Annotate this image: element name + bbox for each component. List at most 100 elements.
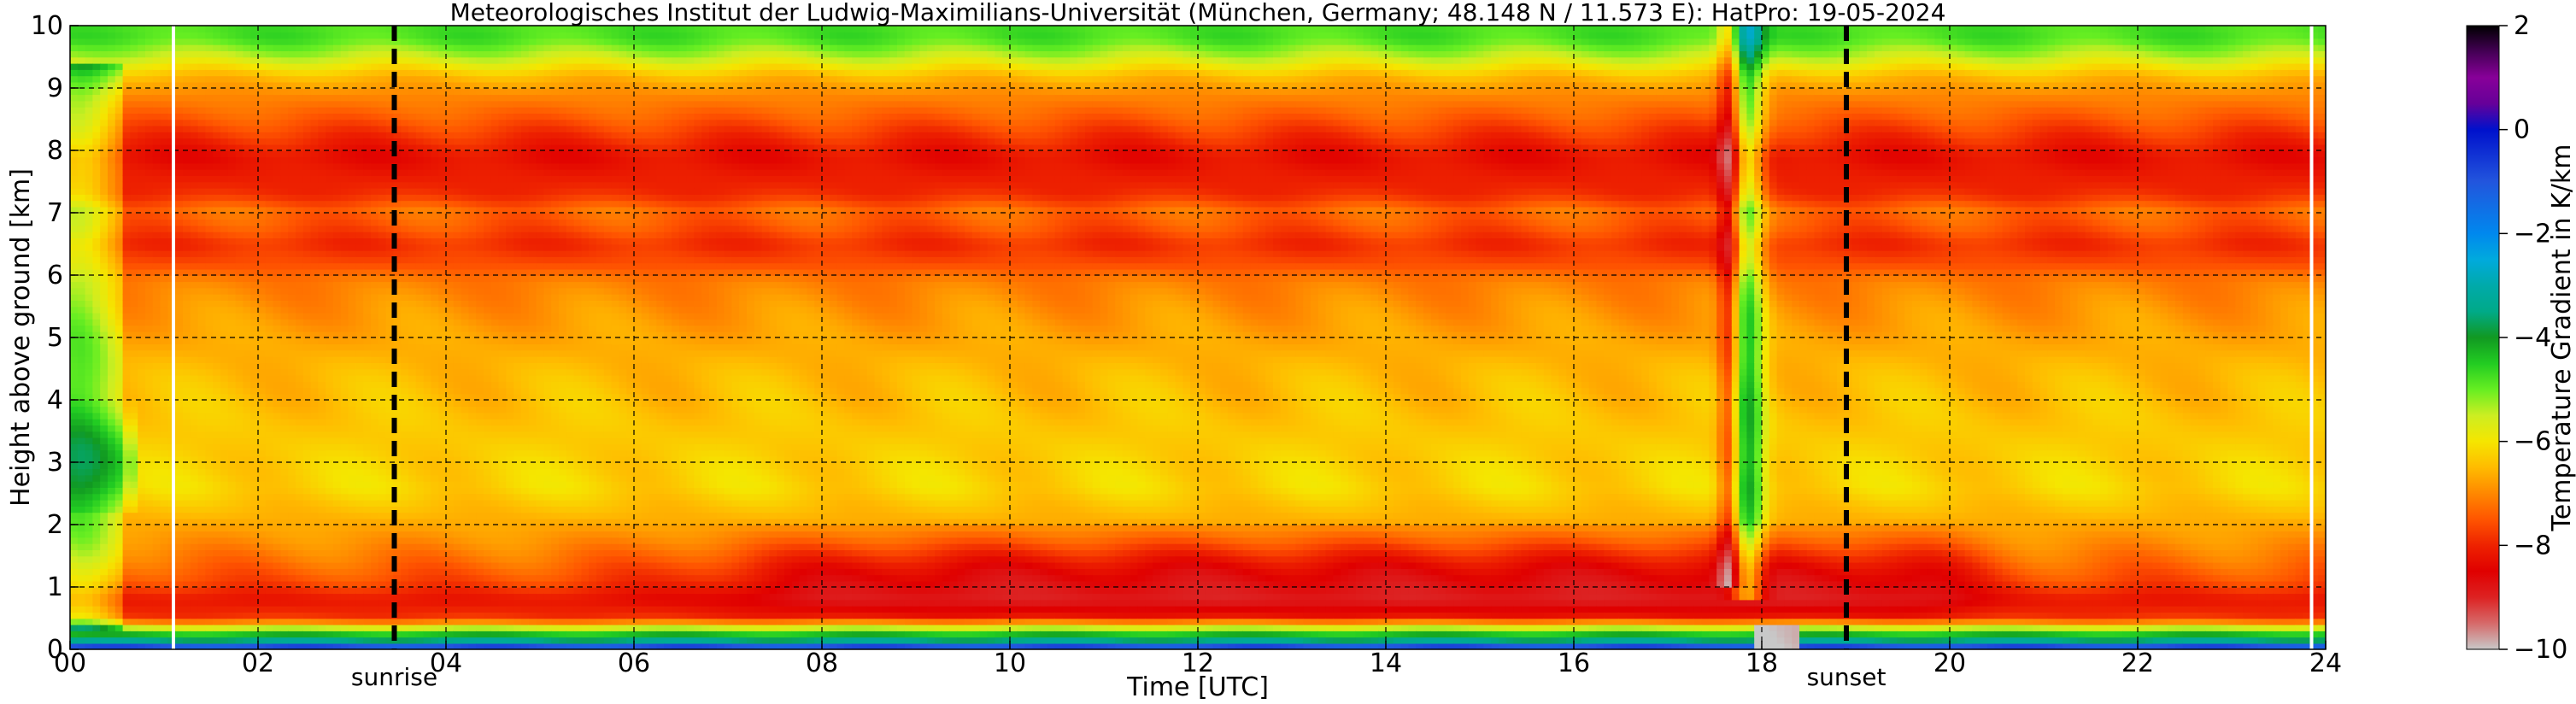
heatmap-cell — [385, 162, 395, 170]
heatmap-cell — [401, 331, 409, 338]
heatmap-cell — [220, 512, 229, 519]
heatmap-cell — [85, 156, 94, 164]
heatmap-cell — [378, 474, 387, 482]
heatmap-cell — [265, 75, 274, 83]
heatmap-cell — [401, 587, 409, 595]
heatmap-cell — [378, 631, 387, 638]
heatmap-cell — [280, 493, 289, 501]
heatmap-cell — [340, 268, 349, 276]
heatmap-cell — [371, 194, 379, 202]
heatmap-cell — [258, 605, 267, 613]
heatmap-cell — [333, 637, 342, 644]
heatmap-cell — [385, 437, 395, 444]
heatmap-cell — [371, 631, 379, 638]
heatmap-cell — [310, 455, 320, 463]
heatmap-cell — [152, 487, 161, 495]
heatmap-cell — [348, 150, 357, 158]
heatmap-cell — [197, 325, 207, 332]
heatmap-cell — [227, 637, 237, 644]
heatmap-cell — [378, 325, 387, 332]
heatmap-cell — [423, 549, 432, 557]
heatmap-cell — [363, 443, 372, 451]
heatmap-cell — [393, 599, 402, 607]
heatmap-cell — [355, 319, 364, 326]
heatmap-cell — [401, 75, 409, 83]
heatmap-cell — [243, 605, 251, 613]
heatmap-cell — [92, 406, 101, 414]
heatmap-cell — [122, 555, 132, 563]
heatmap-cell — [243, 406, 251, 414]
heatmap-cell — [378, 506, 387, 513]
heatmap-cell — [355, 162, 364, 170]
heatmap-cell — [70, 343, 79, 351]
heatmap-cell — [138, 518, 146, 525]
heatmap-cell — [258, 400, 267, 408]
heatmap-cell — [423, 275, 432, 283]
heatmap-cell — [205, 561, 214, 569]
heatmap-cell — [401, 549, 409, 557]
heatmap-cell — [175, 637, 184, 644]
heatmap-cell — [235, 462, 244, 470]
heatmap-cell — [393, 468, 402, 476]
heatmap-cell — [340, 624, 349, 631]
heatmap-cell — [197, 69, 207, 77]
heatmap-cell — [205, 300, 214, 308]
heatmap-cell — [310, 493, 320, 501]
heatmap-cell — [197, 362, 207, 370]
heatmap-cell — [401, 406, 409, 414]
heatmap-cell — [250, 337, 259, 345]
heatmap-cell — [371, 406, 379, 414]
heatmap-cell — [122, 26, 132, 33]
heatmap-cell — [423, 624, 432, 631]
heatmap-cell — [152, 362, 161, 370]
heatmap-cell — [340, 32, 349, 39]
heatmap-cell — [355, 568, 364, 576]
heatmap-cell — [326, 150, 334, 158]
heatmap-cell — [235, 531, 244, 538]
heatmap-cell — [363, 162, 372, 170]
heatmap-cell — [415, 249, 425, 257]
heatmap-cell — [108, 238, 116, 245]
heatmap-cell — [160, 580, 169, 588]
heatmap-cell — [340, 374, 349, 382]
heatmap-cell — [348, 412, 357, 419]
heatmap-cell — [363, 181, 372, 189]
heatmap-cell — [280, 300, 289, 308]
heatmap-cell — [273, 219, 282, 226]
heatmap-cell — [250, 88, 259, 96]
heatmap-cell — [160, 449, 169, 457]
heatmap-cell — [326, 349, 334, 357]
heatmap-cell — [250, 518, 259, 525]
heatmap-cell — [378, 555, 387, 563]
heatmap-cell — [85, 368, 94, 376]
heatmap-cell — [310, 287, 320, 295]
heatmap-cell — [296, 337, 304, 345]
heatmap-cell — [326, 144, 334, 151]
heatmap-cell — [227, 187, 237, 195]
heatmap-cell — [340, 400, 349, 408]
heatmap-cell — [70, 312, 79, 320]
heatmap-cell — [371, 69, 379, 77]
heatmap-cell — [160, 62, 169, 70]
heatmap-cell — [265, 455, 274, 463]
heatmap-cell — [100, 219, 109, 226]
heatmap-cell — [288, 355, 296, 363]
heatmap-cell — [108, 187, 116, 195]
heatmap-cell — [296, 512, 304, 519]
heatmap-cell — [273, 287, 282, 295]
heatmap-cell — [265, 287, 274, 295]
heatmap-cell — [243, 512, 251, 519]
heatmap-cell — [401, 69, 409, 77]
heatmap-cell — [197, 94, 207, 102]
heatmap-cell — [318, 599, 326, 607]
heatmap-cell — [296, 637, 304, 644]
heatmap-cell — [258, 343, 267, 351]
heatmap-cell — [340, 642, 349, 649]
heatmap-cell — [296, 32, 304, 39]
heatmap-cell — [190, 219, 199, 226]
heatmap-cell — [273, 300, 282, 308]
heatmap-cell — [296, 612, 304, 619]
heatmap-cell — [197, 200, 207, 208]
heatmap-cell — [235, 425, 244, 432]
heatmap-cell — [197, 44, 207, 51]
